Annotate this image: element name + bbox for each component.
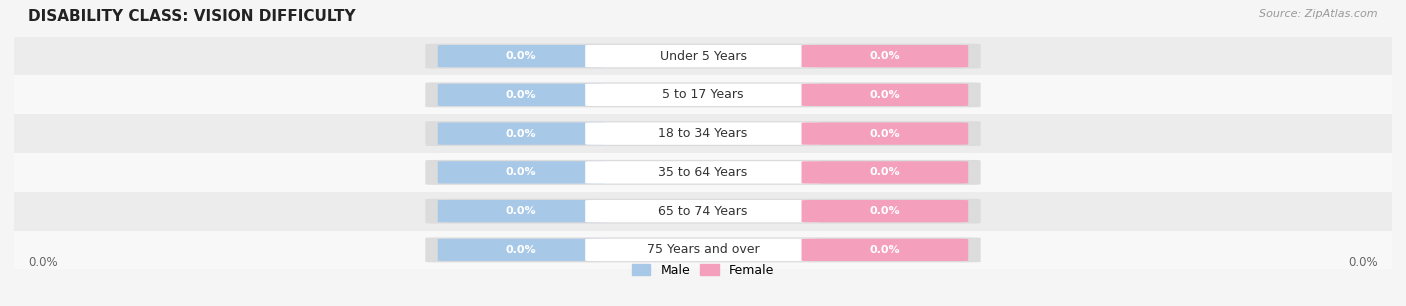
FancyBboxPatch shape (426, 237, 980, 262)
FancyBboxPatch shape (801, 84, 969, 106)
FancyBboxPatch shape (585, 122, 821, 145)
FancyBboxPatch shape (585, 200, 821, 222)
FancyBboxPatch shape (801, 200, 969, 222)
Text: 0.0%: 0.0% (506, 245, 537, 255)
FancyBboxPatch shape (801, 122, 969, 145)
Text: 0.0%: 0.0% (28, 256, 58, 269)
Text: 35 to 64 Years: 35 to 64 Years (658, 166, 748, 179)
Text: 0.0%: 0.0% (1348, 256, 1378, 269)
FancyBboxPatch shape (585, 239, 821, 261)
FancyBboxPatch shape (14, 230, 1392, 269)
FancyBboxPatch shape (14, 192, 1392, 230)
FancyBboxPatch shape (585, 161, 821, 184)
FancyBboxPatch shape (585, 45, 821, 67)
Text: 65 to 74 Years: 65 to 74 Years (658, 205, 748, 218)
FancyBboxPatch shape (437, 122, 605, 145)
FancyBboxPatch shape (426, 160, 980, 185)
FancyBboxPatch shape (801, 161, 969, 184)
FancyBboxPatch shape (426, 121, 980, 146)
FancyBboxPatch shape (14, 153, 1392, 192)
Text: Source: ZipAtlas.com: Source: ZipAtlas.com (1260, 9, 1378, 19)
Text: 0.0%: 0.0% (506, 167, 537, 177)
Text: 0.0%: 0.0% (869, 90, 900, 100)
Text: Under 5 Years: Under 5 Years (659, 50, 747, 63)
FancyBboxPatch shape (426, 199, 980, 224)
FancyBboxPatch shape (801, 45, 969, 67)
FancyBboxPatch shape (437, 84, 605, 106)
Text: 5 to 17 Years: 5 to 17 Years (662, 88, 744, 101)
Text: DISABILITY CLASS: VISION DIFFICULTY: DISABILITY CLASS: VISION DIFFICULTY (28, 9, 356, 24)
FancyBboxPatch shape (426, 44, 980, 69)
Text: 0.0%: 0.0% (869, 167, 900, 177)
FancyBboxPatch shape (14, 114, 1392, 153)
FancyBboxPatch shape (14, 76, 1392, 114)
Legend: Male, Female: Male, Female (627, 259, 779, 282)
FancyBboxPatch shape (14, 37, 1392, 76)
FancyBboxPatch shape (437, 239, 605, 261)
Text: 0.0%: 0.0% (506, 51, 537, 61)
Text: 0.0%: 0.0% (869, 206, 900, 216)
Text: 0.0%: 0.0% (869, 51, 900, 61)
Text: 0.0%: 0.0% (869, 245, 900, 255)
FancyBboxPatch shape (437, 45, 605, 67)
FancyBboxPatch shape (426, 82, 980, 107)
Text: 0.0%: 0.0% (506, 129, 537, 139)
FancyBboxPatch shape (437, 200, 605, 222)
Text: 0.0%: 0.0% (506, 90, 537, 100)
FancyBboxPatch shape (801, 239, 969, 261)
FancyBboxPatch shape (437, 161, 605, 184)
Text: 0.0%: 0.0% (869, 129, 900, 139)
Text: 18 to 34 Years: 18 to 34 Years (658, 127, 748, 140)
Text: 75 Years and over: 75 Years and over (647, 243, 759, 256)
Text: 0.0%: 0.0% (506, 206, 537, 216)
FancyBboxPatch shape (585, 84, 821, 106)
